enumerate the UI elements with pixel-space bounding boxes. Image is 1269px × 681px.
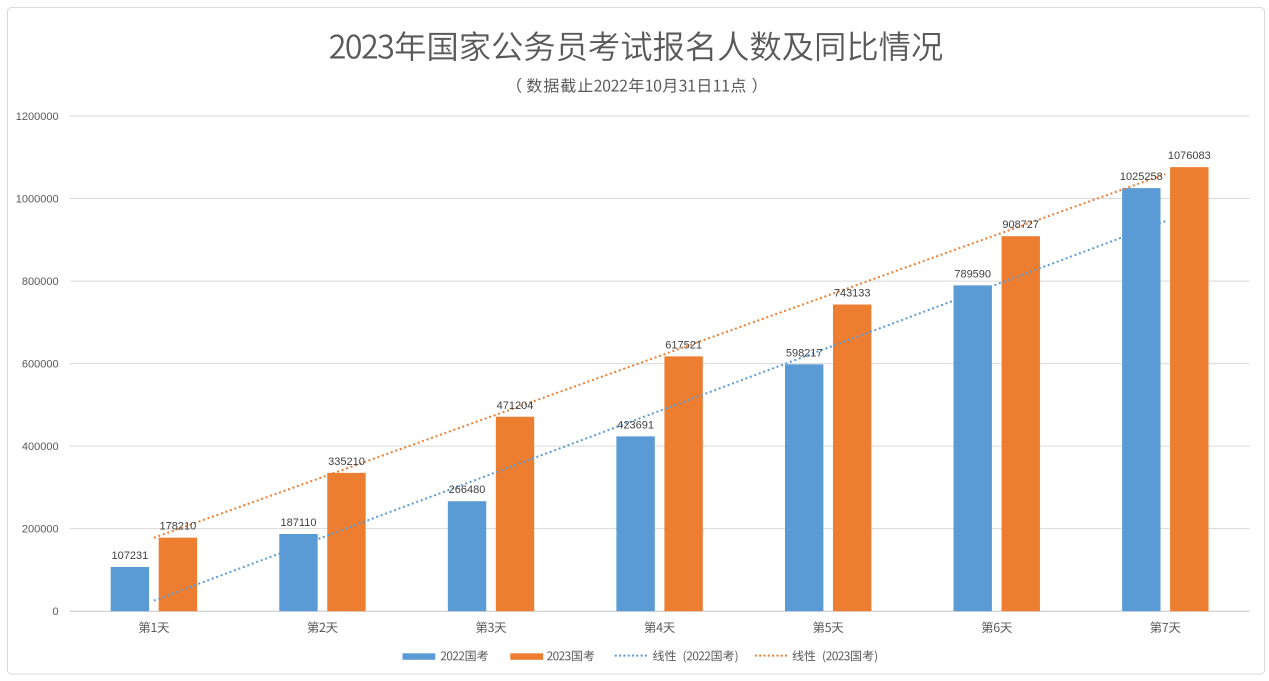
svg-text:400000: 400000	[22, 441, 59, 453]
svg-text:600000: 600000	[22, 359, 59, 371]
svg-text:178210: 178210	[160, 521, 197, 533]
svg-text:200000: 200000	[22, 524, 59, 536]
svg-text:187110: 187110	[281, 517, 317, 529]
svg-text:107231: 107231	[112, 550, 149, 562]
svg-text:800000: 800000	[22, 276, 59, 288]
svg-text:617521: 617521	[665, 339, 702, 351]
svg-text:743133: 743133	[834, 288, 871, 300]
svg-text:423691: 423691	[617, 419, 654, 431]
svg-text:1000000: 1000000	[16, 194, 59, 206]
svg-text:598217: 598217	[786, 347, 823, 359]
svg-text:789590: 789590	[954, 268, 991, 280]
svg-text:1025258: 1025258	[1120, 171, 1163, 183]
svg-text:1076083: 1076083	[1168, 150, 1211, 162]
svg-text:1200000: 1200000	[16, 111, 59, 123]
svg-text:0: 0	[52, 606, 58, 618]
svg-text:335210: 335210	[328, 456, 365, 468]
svg-text:266480: 266480	[449, 484, 486, 496]
svg-text:471204: 471204	[497, 400, 534, 412]
svg-text:908727: 908727	[1002, 219, 1039, 231]
